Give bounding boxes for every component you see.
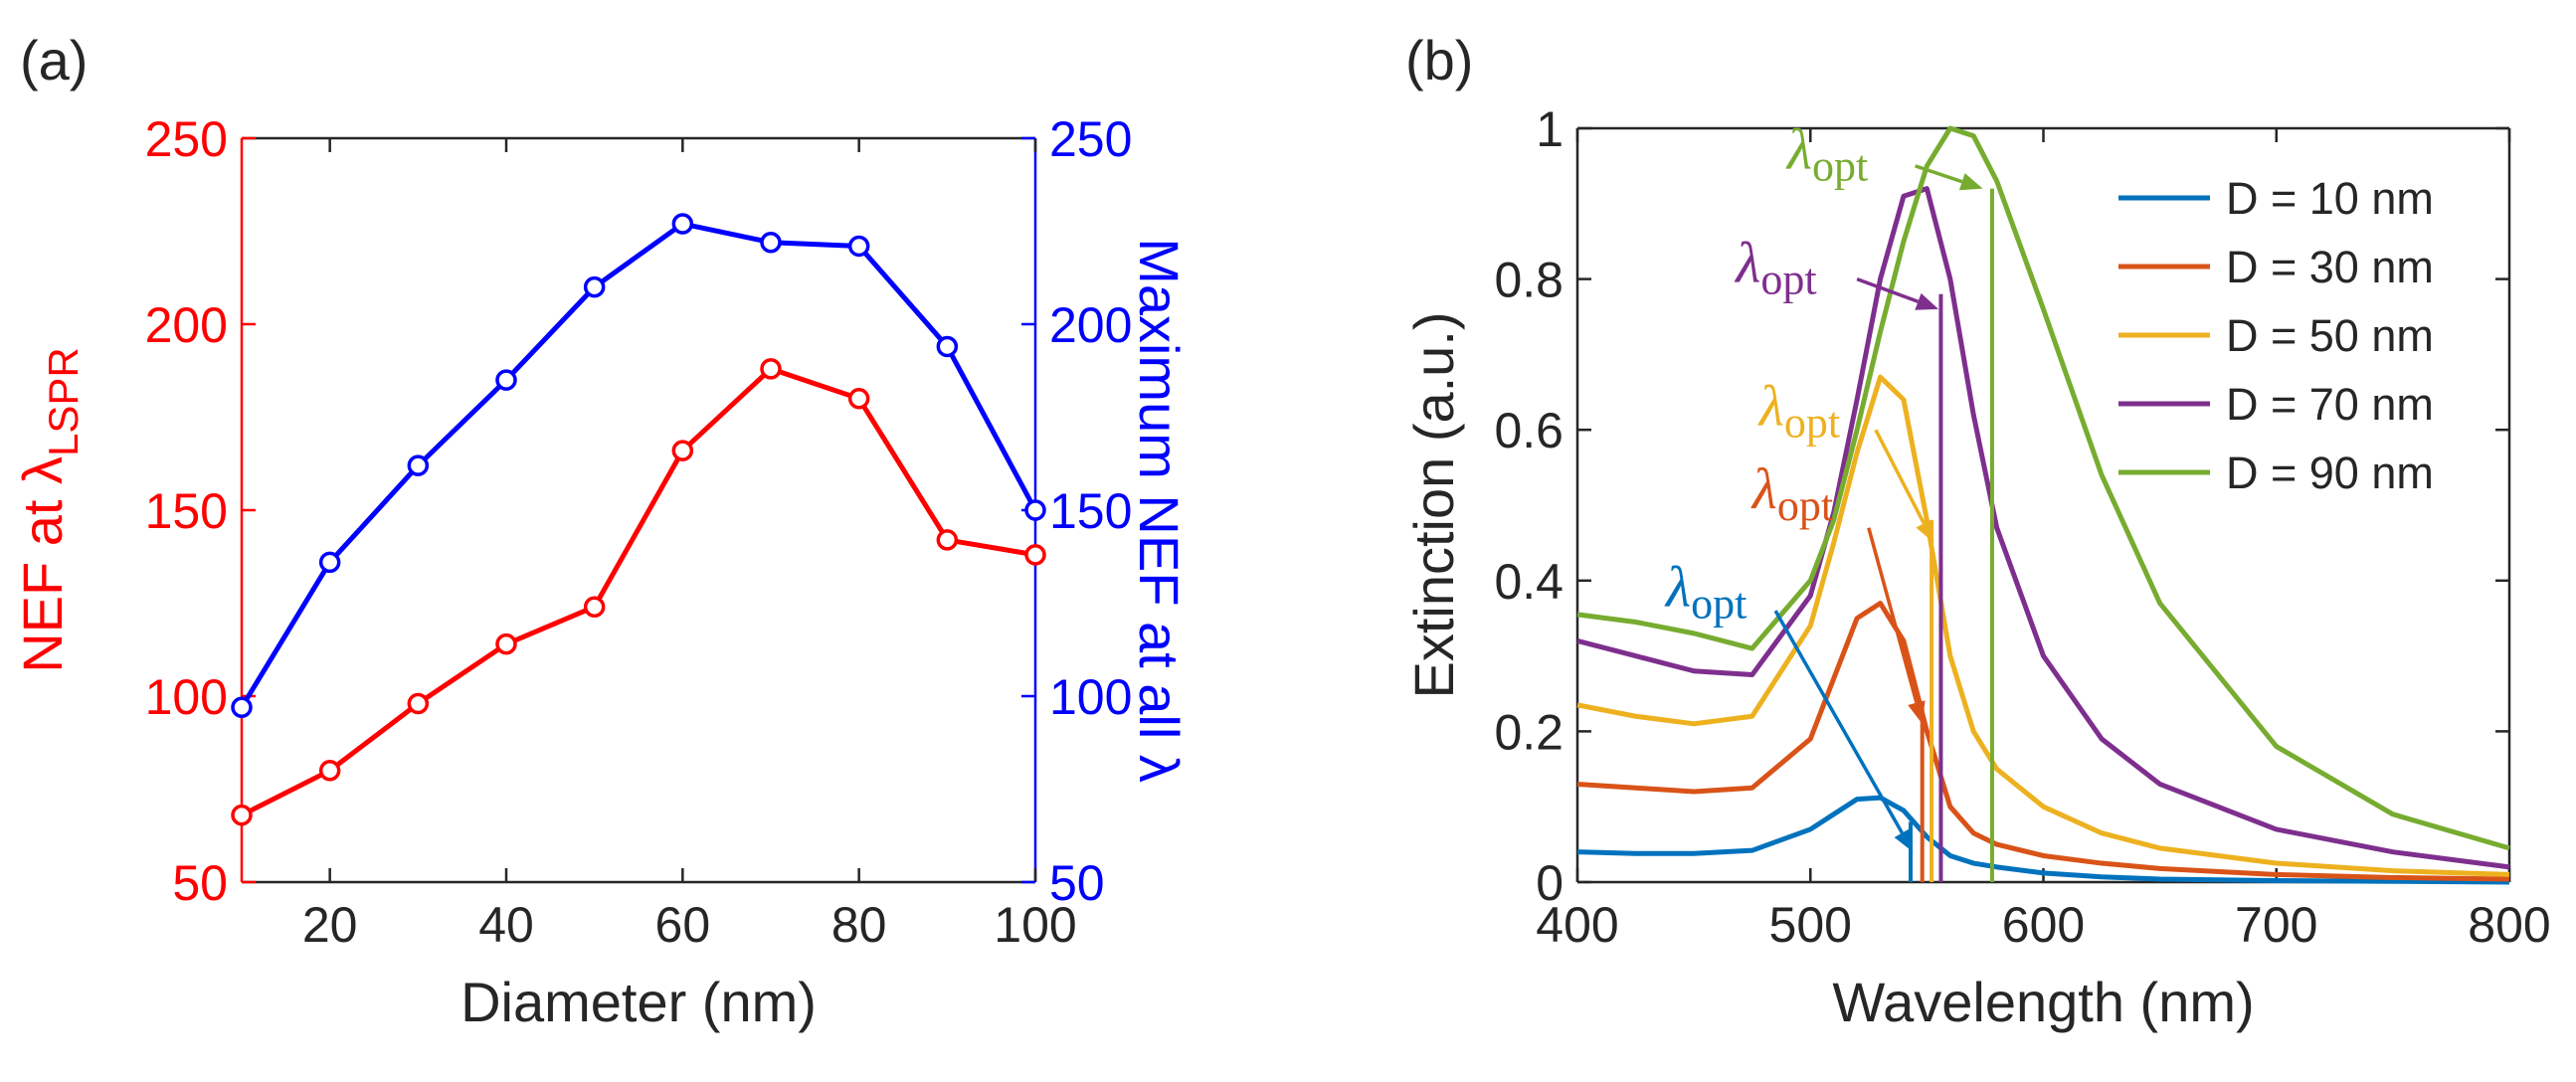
series-line <box>1576 601 2510 882</box>
marker <box>407 692 430 715</box>
marker <box>847 388 870 410</box>
annotation: λopt <box>1664 554 1747 628</box>
y-tick-label: 0.4 <box>1494 554 1564 610</box>
marker <box>495 369 517 391</box>
annotation-symbol: λ <box>1750 456 1777 521</box>
y-tick-label: 200 <box>145 297 228 353</box>
y-tick-label: 250 <box>145 111 228 167</box>
annotation-arrow <box>1915 164 1963 184</box>
legend-label: D = 70 nm <box>2226 379 2434 430</box>
marker <box>583 275 606 298</box>
marker <box>847 235 870 258</box>
panel-label: (a) <box>20 29 88 91</box>
arrow-head <box>1915 292 1939 310</box>
arrow-head <box>1958 173 1983 191</box>
series-line <box>1576 186 2510 870</box>
marker <box>936 529 959 551</box>
series-line <box>1576 374 2510 877</box>
legend-label: D = 90 nm <box>2226 448 2434 498</box>
annotation-arrow <box>1773 610 1904 834</box>
annotation-sub: opt <box>1760 255 1816 303</box>
y-tick-label: 0.2 <box>1494 704 1564 760</box>
y2-tick-label: 250 <box>1049 111 1132 167</box>
series-line <box>240 366 1036 817</box>
y-axis-label-sub: LSPR <box>40 347 87 456</box>
x-tick-label: 400 <box>1536 897 1618 953</box>
x-tick-label: 600 <box>2002 897 2085 953</box>
marker <box>495 632 517 655</box>
annotation-arrow <box>1867 527 1919 704</box>
y2-tick-label: 150 <box>1049 483 1132 539</box>
x-tick-label: 60 <box>655 897 711 953</box>
annotation-sub: opt <box>1691 579 1747 628</box>
marker <box>583 596 606 618</box>
annotation-sub: opt <box>1812 142 1868 191</box>
marker <box>1024 544 1046 566</box>
x-tick-label: 40 <box>478 897 534 953</box>
legend-label: D = 50 nm <box>2226 310 2434 361</box>
y2-tick-label: 200 <box>1049 297 1132 353</box>
marker <box>936 335 959 358</box>
y-tick-label: 0.8 <box>1494 253 1564 308</box>
x-tick-label: 80 <box>831 897 887 953</box>
annotation: λopt <box>1734 230 1816 303</box>
y-axis-label: Extinction (a.u.) <box>1402 311 1465 698</box>
annotation: λopt <box>1757 373 1840 447</box>
x-axis-label: Wavelength (nm) <box>1832 971 2254 1033</box>
x-tick-label: 100 <box>994 897 1076 953</box>
y-axis-label: NEF at λLSPR <box>11 347 87 673</box>
y-axis-label-text: Extinction (a.u.) <box>1402 311 1465 698</box>
annotation-symbol: λ <box>1785 117 1812 182</box>
marker <box>760 358 782 380</box>
series-line <box>239 221 1038 709</box>
y-tick-label: 150 <box>145 483 228 539</box>
arrow-head <box>1908 700 1926 724</box>
x-tick-label: 800 <box>2468 897 2550 953</box>
panel-label: (b) <box>1405 29 1473 91</box>
annotation: λopt <box>1785 117 1868 191</box>
series-line <box>1576 795 2510 885</box>
marker <box>671 440 694 461</box>
marker <box>318 551 341 574</box>
annotation-sub: opt <box>1777 481 1833 530</box>
x-tick-label: 500 <box>1769 897 1852 953</box>
y-axis-label-text: NEF at λ <box>11 456 74 673</box>
series-line <box>1576 125 2510 851</box>
annotation-symbol: λ <box>1757 373 1784 438</box>
y-tick-label: 0 <box>1536 855 1564 911</box>
marker <box>671 213 694 235</box>
y2-axis-label: Maximum NEF at all λ <box>1128 238 1191 783</box>
marker <box>231 804 253 826</box>
y-tick-label: 100 <box>145 669 228 725</box>
y-tick-label: 0.6 <box>1494 403 1564 458</box>
y2-tick-label: 50 <box>1049 855 1105 911</box>
annotation-symbol: λ <box>1734 230 1760 294</box>
plot-area <box>1577 128 2509 882</box>
legend-label: D = 10 nm <box>2226 173 2434 224</box>
annotation-arrow <box>1874 429 1926 525</box>
x-tick-label: 20 <box>302 897 358 953</box>
plot-area <box>242 138 1035 882</box>
y-tick-label: 50 <box>172 855 228 911</box>
annotation: λopt <box>1750 456 1833 530</box>
marker <box>407 454 430 476</box>
y-tick-label: 1 <box>1536 101 1564 157</box>
annotation-sub: opt <box>1784 398 1840 447</box>
arrow-head <box>1894 828 1914 852</box>
arrow-head <box>1916 519 1934 543</box>
marker <box>318 760 341 782</box>
annotation-arrow <box>1856 276 1920 303</box>
legend-label: D = 30 nm <box>2226 242 2434 292</box>
x-axis-label: Diameter (nm) <box>460 971 817 1033</box>
x-tick-label: 700 <box>2235 897 2317 953</box>
marker <box>760 231 782 254</box>
annotation-symbol: λ <box>1664 554 1691 619</box>
y2-tick-label: 100 <box>1049 669 1132 725</box>
marker <box>1024 499 1046 521</box>
marker <box>231 696 253 718</box>
